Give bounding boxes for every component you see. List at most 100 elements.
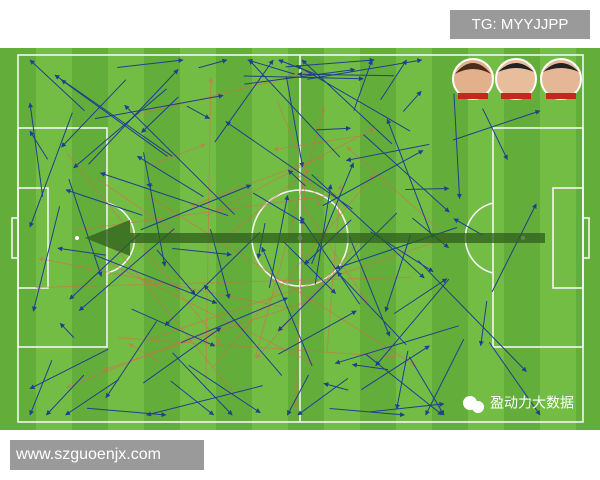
pass bbox=[482, 108, 508, 160]
pass bbox=[73, 88, 167, 169]
pass bbox=[57, 246, 106, 256]
passes bbox=[28, 57, 541, 418]
grass-stripe bbox=[540, 48, 576, 430]
pass bbox=[136, 155, 204, 198]
pass bbox=[296, 64, 411, 132]
pass bbox=[252, 192, 306, 224]
pass bbox=[65, 188, 143, 216]
pass bbox=[336, 271, 407, 346]
faint-pass bbox=[254, 107, 326, 358]
pass bbox=[478, 300, 488, 347]
pass bbox=[370, 401, 445, 413]
pass bbox=[131, 308, 216, 347]
faint-pass bbox=[66, 152, 221, 344]
pass bbox=[375, 278, 450, 367]
pass bbox=[225, 121, 353, 210]
pass bbox=[395, 350, 409, 410]
player-photos bbox=[452, 58, 582, 100]
pass bbox=[311, 162, 354, 265]
direction-arrow bbox=[85, 220, 545, 256]
pass bbox=[117, 58, 184, 68]
pass bbox=[143, 152, 167, 267]
faint-pass bbox=[302, 205, 369, 304]
faint-pass bbox=[277, 101, 321, 207]
faint-pass bbox=[218, 168, 310, 245]
pass bbox=[261, 246, 313, 367]
pass bbox=[188, 364, 261, 414]
pass bbox=[180, 297, 289, 344]
pass bbox=[278, 310, 357, 355]
pass bbox=[278, 59, 316, 75]
pitch-lines bbox=[11, 54, 590, 423]
pass bbox=[363, 134, 450, 213]
pass bbox=[164, 232, 261, 326]
pass bbox=[46, 374, 85, 416]
pass bbox=[453, 218, 484, 236]
pass bbox=[285, 75, 305, 168]
faint-pass bbox=[38, 256, 288, 309]
faint-pass bbox=[117, 337, 397, 360]
pass bbox=[99, 172, 229, 217]
pass bbox=[65, 378, 120, 416]
faint-pass bbox=[35, 276, 411, 290]
pass bbox=[285, 57, 375, 68]
faint-pass bbox=[109, 262, 314, 364]
pass bbox=[402, 90, 422, 112]
pass bbox=[286, 374, 310, 416]
faint-pass bbox=[326, 184, 343, 352]
url-text: www.szguoenjx.com bbox=[15, 446, 161, 463]
pass bbox=[297, 377, 349, 416]
pass bbox=[334, 325, 459, 365]
url-box bbox=[10, 440, 204, 470]
pass bbox=[488, 342, 541, 416]
pass bbox=[380, 59, 407, 101]
pass bbox=[301, 59, 393, 145]
pass bbox=[307, 58, 423, 80]
pass bbox=[124, 104, 235, 215]
pass bbox=[329, 408, 406, 418]
pass bbox=[59, 322, 75, 339]
pass bbox=[243, 75, 364, 82]
pass bbox=[142, 327, 222, 384]
pass bbox=[405, 186, 450, 192]
pass bbox=[345, 143, 430, 163]
pass bbox=[287, 169, 306, 187]
pass bbox=[247, 58, 295, 75]
pass bbox=[172, 248, 232, 257]
pass bbox=[141, 96, 179, 133]
faint-pass bbox=[128, 343, 161, 364]
pass bbox=[29, 112, 73, 228]
pass bbox=[29, 59, 85, 112]
pass bbox=[299, 216, 361, 305]
pass bbox=[61, 79, 127, 148]
pass bbox=[386, 118, 434, 239]
pass bbox=[311, 174, 425, 279]
pass bbox=[214, 59, 274, 143]
pass bbox=[491, 203, 537, 293]
faint-pass bbox=[96, 177, 189, 242]
pass bbox=[282, 240, 336, 294]
faint-pass bbox=[255, 232, 368, 359]
pass bbox=[94, 93, 224, 120]
pass bbox=[351, 362, 389, 371]
penalty-spot bbox=[75, 236, 79, 240]
faint-pass bbox=[150, 143, 206, 166]
pass bbox=[452, 109, 541, 141]
watermark: 盈动力大数据 bbox=[490, 395, 574, 411]
grass-stripe bbox=[36, 48, 72, 430]
pass bbox=[29, 130, 49, 160]
pass bbox=[453, 93, 462, 200]
pass bbox=[146, 385, 263, 417]
pass bbox=[186, 105, 210, 120]
pass bbox=[408, 356, 445, 416]
pass bbox=[393, 278, 448, 315]
pass bbox=[203, 284, 283, 376]
pass bbox=[384, 234, 412, 313]
pass bbox=[316, 125, 351, 131]
faint-pass bbox=[346, 146, 439, 230]
pass bbox=[361, 345, 430, 391]
pass bbox=[68, 178, 103, 277]
tag-text: TG: MYYJJPP bbox=[472, 16, 569, 33]
tag-box bbox=[450, 10, 590, 39]
